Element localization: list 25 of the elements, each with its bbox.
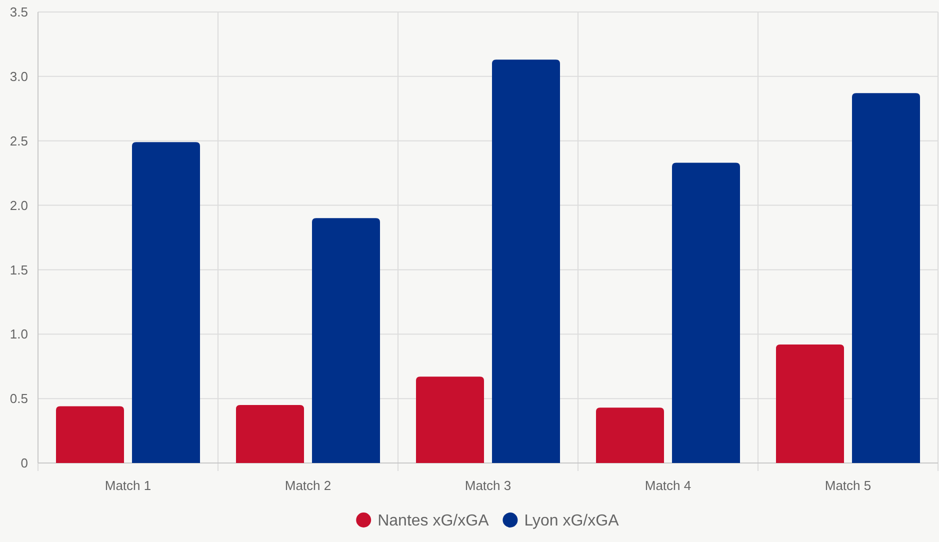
legend-label: Lyon xG/xGA <box>524 512 620 530</box>
bar <box>596 408 664 463</box>
y-tick-label: 0 <box>20 456 28 471</box>
bar <box>492 60 560 463</box>
y-tick-label: 2.0 <box>10 198 28 213</box>
y-tick-label: 2.5 <box>10 133 28 148</box>
bar <box>236 405 304 463</box>
x-tick-label: Match 5 <box>824 478 872 493</box>
bar <box>312 218 380 463</box>
bar <box>776 344 844 463</box>
bar <box>56 406 124 463</box>
bar <box>852 93 920 463</box>
y-tick-label: 3.0 <box>10 68 28 84</box>
legend-label: Nantes xG/xGA <box>378 512 490 530</box>
y-tick-label: 1.5 <box>10 262 28 278</box>
x-tick-label: Match 2 <box>284 478 332 493</box>
bar <box>672 162 740 463</box>
bar <box>132 142 200 463</box>
y-tick-label: 3.5 <box>10 4 28 20</box>
x-tick-label: Match 4 <box>644 478 692 493</box>
x-tick-label: Match 1 <box>104 478 152 493</box>
y-tick-label: 1.0 <box>10 326 28 342</box>
bar <box>416 376 484 463</box>
x-tick-label: Match 3 <box>464 478 512 493</box>
y-tick-label: 0.5 <box>10 391 28 406</box>
